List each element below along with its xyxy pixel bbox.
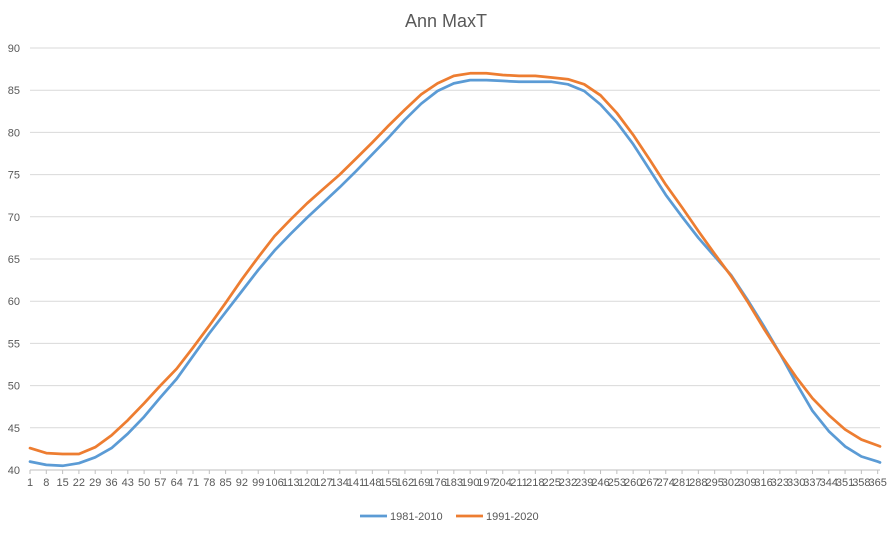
x-tick-label: 358 (852, 477, 870, 489)
x-tick-label: 197 (477, 477, 495, 489)
x-tick-label: 232 (559, 477, 577, 489)
x-tick-label: 260 (624, 477, 642, 489)
x-tick-label: 36 (105, 477, 117, 489)
y-tick-label: 55 (8, 338, 20, 350)
x-tick-label: 106 (265, 477, 283, 489)
x-tick-label: 162 (396, 477, 414, 489)
y-tick-label: 50 (8, 381, 20, 393)
x-tick-label: 15 (56, 477, 68, 489)
x-tick-label: 316 (754, 477, 772, 489)
x-tick-label: 309 (738, 477, 756, 489)
x-tick-label: 239 (575, 477, 593, 489)
x-tick-label: 344 (820, 477, 838, 489)
x-tick-label: 141 (347, 477, 365, 489)
x-tick-label: 302 (722, 477, 740, 489)
x-tick-label: 8 (43, 477, 49, 489)
x-axis-ticks: 1 8 15 22 29 36 43 50 57 64 71 78 85 92 99 106113120127… (27, 470, 887, 489)
x-tick-label: 1 (27, 477, 33, 489)
y-tick-label: 80 (8, 127, 20, 139)
y-tick-label: 60 (8, 296, 20, 308)
x-tick-label: 267 (640, 477, 658, 489)
x-tick-label: 120 (298, 477, 316, 489)
x-tick-label: 246 (591, 477, 609, 489)
x-tick-label: 225 (542, 477, 560, 489)
x-tick-label: 78 (203, 477, 215, 489)
x-tick-label: 50 (138, 477, 150, 489)
x-tick-label: 288 (689, 477, 707, 489)
y-tick-label: 75 (8, 170, 20, 182)
x-tick-label: 183 (445, 477, 463, 489)
x-tick-label: 127 (314, 477, 332, 489)
x-tick-label: 169 (412, 477, 430, 489)
y-tick-label: 65 (8, 254, 20, 266)
x-tick-label: 351 (836, 477, 854, 489)
y-tick-label: 45 (8, 423, 20, 435)
x-tick-label: 148 (363, 477, 381, 489)
series-line-1 (28, 78, 882, 468)
y-tick-label: 85 (8, 85, 20, 97)
x-tick-label: 113 (282, 477, 300, 489)
x-tick-label: 274 (657, 477, 675, 489)
x-tick-label: 253 (608, 477, 626, 489)
x-tick-label: 218 (526, 477, 544, 489)
x-tick-label: 337 (803, 477, 821, 489)
x-tick-label: 330 (787, 477, 805, 489)
x-tick-label: 323 (771, 477, 789, 489)
x-tick-label: 365 (868, 477, 886, 489)
x-tick-label: 57 (154, 477, 166, 489)
series-lines (28, 71, 882, 468)
y-tick-label: 90 (8, 43, 20, 55)
x-tick-label: 134 (331, 477, 349, 489)
legend: 1981-2010 1991-2020 (360, 511, 539, 523)
legend-label-1: 1981-2010 (390, 511, 443, 523)
x-tick-label: 85 (219, 477, 231, 489)
x-tick-label: 29 (89, 477, 101, 489)
x-tick-label: 281 (673, 477, 691, 489)
x-tick-label: 92 (236, 477, 248, 489)
y-axis-ticks: 40 45 50 55 60 65 70 75 80 85 90 (8, 43, 20, 477)
chart-title: Ann MaxT (405, 11, 487, 31)
x-tick-label: 211 (510, 477, 528, 489)
y-tick-label: 70 (8, 212, 20, 224)
x-tick-label: 64 (171, 477, 183, 489)
gridlines (30, 47, 880, 471)
legend-label-2: 1991-2020 (486, 511, 539, 523)
series-line-2 (28, 71, 882, 456)
x-tick-label: 176 (428, 477, 446, 489)
x-tick-label: 190 (461, 477, 479, 489)
x-tick-label: 43 (122, 477, 134, 489)
x-tick-label: 204 (494, 477, 512, 489)
x-tick-label: 99 (252, 477, 264, 489)
x-tick-label: 22 (73, 477, 85, 489)
x-tick-label: 295 (705, 477, 723, 489)
y-tick-label: 40 (8, 465, 20, 477)
x-tick-label: 71 (187, 477, 199, 489)
x-tick-label: 155 (379, 477, 397, 489)
